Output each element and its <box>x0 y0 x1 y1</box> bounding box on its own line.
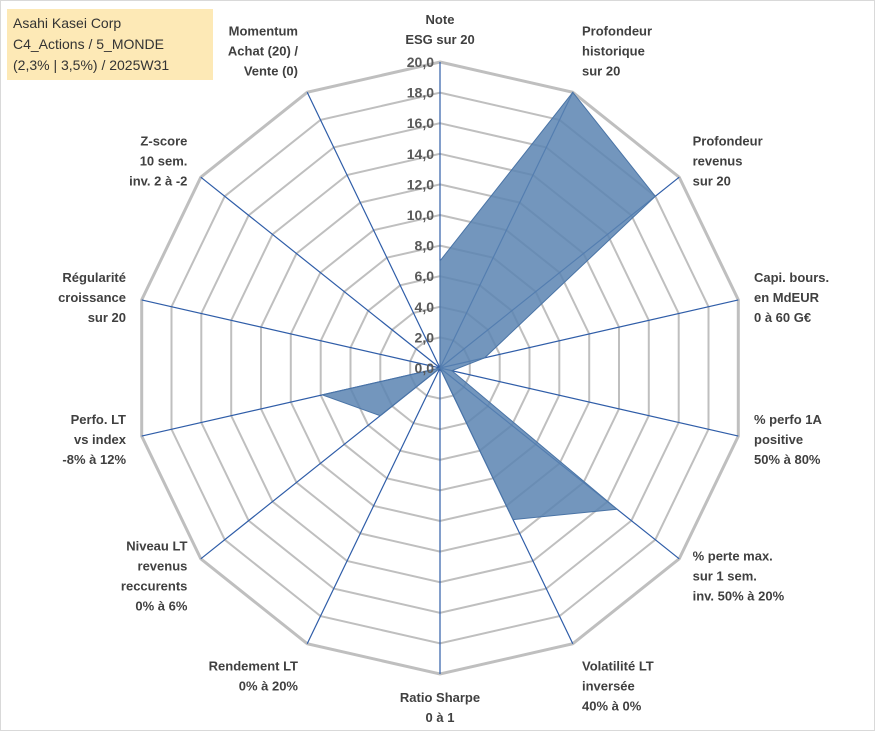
axis-label-line: sur 20 <box>88 310 126 325</box>
axis-label-line: sur 20 <box>693 174 731 189</box>
axis-label: Ratio Sharpe 0 à 1 <box>400 690 480 725</box>
axis-label-line: Volatilité LT <box>582 659 654 674</box>
axis-label-line: reccurents <box>121 578 187 593</box>
tick-label: 10,0 <box>407 207 434 223</box>
axis-label-line: inv. 2 à -2 <box>129 174 187 189</box>
axis-label-line: inversée <box>582 679 635 694</box>
axis-spoke <box>200 176 441 369</box>
axis-label: Rendement LT 0% à 20% <box>209 659 299 694</box>
axis-label-line: sur 1 sem. <box>693 568 757 583</box>
axis-label: Niveau LT revenus reccurents 0% à 6% <box>121 538 188 613</box>
title-line-3: (2,3% | 3,5%) / 2025W31 <box>13 57 170 73</box>
tick-label: 2,0 <box>415 329 435 345</box>
axis-label-line: % perfo 1A <box>754 412 823 427</box>
axis-spoke <box>439 299 739 369</box>
axis-label-line: ESG sur 20 <box>405 32 474 47</box>
axis-label-line: % perte max. <box>693 548 773 563</box>
tick-label: 12,0 <box>407 176 434 192</box>
axis-label-line: vs index <box>74 432 127 447</box>
axis-label: % perfo 1A positive 50% à 80% <box>754 412 823 467</box>
axis-label-line: 0% à 6% <box>135 598 187 613</box>
axis-label-line: 0% à 20% <box>239 679 299 694</box>
axis-label: Volatilité LT inversée 40% à 0% <box>582 659 654 714</box>
axis-label: Z-score 10 sem. inv. 2 à -2 <box>129 134 187 189</box>
axis-label-line: 10 sem. <box>140 154 188 169</box>
tick-layer: 0,0 2,0 4,0 6,0 8,0 10,0 12,0 14,0 16,0 18,0 20,0 <box>407 54 434 376</box>
tick-label: 6,0 <box>415 268 435 284</box>
axis-label-line: Note <box>426 12 455 27</box>
tick-label: 20,0 <box>407 54 434 70</box>
axis-label-line: 0 à 60 G€ <box>754 310 811 325</box>
axis-label-line: historique <box>582 44 645 59</box>
axis-label-line: positive <box>754 432 803 447</box>
title-line-1: Asahi Kasei Corp <box>13 15 122 31</box>
axis-label-line: Profondeur <box>693 134 763 149</box>
axis-label-line: Régularité <box>62 270 126 285</box>
series-layer <box>320 91 656 521</box>
axis-label: Profondeur revenus sur 20 <box>693 134 763 189</box>
tick-label: 4,0 <box>415 299 435 315</box>
axis-label-line: Rendement LT <box>209 659 298 674</box>
axis-spoke <box>439 367 739 437</box>
axis-label-line: Vente (0) <box>244 64 298 79</box>
axis-label-line: inv. 50% à 20% <box>693 588 785 603</box>
axis-label-line: -8% à 12% <box>62 452 126 467</box>
axis-label: % perte max. sur 1 sem. inv. 50% à 20% <box>693 548 785 603</box>
tick-label: 0,0 <box>415 360 435 376</box>
axis-spoke <box>141 299 441 369</box>
axis-label-line: 50% à 80% <box>754 452 821 467</box>
axis-label: Momentum Achat (20) / Vente (0) <box>228 24 298 79</box>
axis-label-line: Niveau LT <box>126 538 187 553</box>
axis-label-line: revenus <box>693 154 743 169</box>
title-line-2: C4_Actions / 5_MONDE <box>13 36 164 52</box>
axis-label-line: Z-score <box>140 134 187 149</box>
axis-label: Note ESG sur 20 <box>405 12 474 47</box>
axis-label-line: Perfo. LT <box>71 412 126 427</box>
axis-label-line: 0 à 1 <box>426 710 455 725</box>
chart-title-box: Asahi Kasei Corp C4_Actions / 5_MONDE (2… <box>7 9 213 80</box>
axis-label: Profondeur historique sur 20 <box>582 24 652 79</box>
axis-label-line: Momentum <box>229 24 298 39</box>
axis-label-line: Ratio Sharpe <box>400 690 480 705</box>
series-area <box>320 91 656 521</box>
tick-label: 16,0 <box>407 115 434 131</box>
axis-label-line: en MdEUR <box>754 290 820 305</box>
axis-label-line: croissance <box>58 290 126 305</box>
axis-label-line: 40% à 0% <box>582 699 642 714</box>
axis-label-line: Profondeur <box>582 24 652 39</box>
axis-label-layer: Note ESG sur 20 Profondeur historique sur 20… <box>58 12 829 725</box>
tick-label: 8,0 <box>415 238 435 254</box>
axis-label: Régularité croissance sur 20 <box>58 270 126 325</box>
axis-label: Capi. bours. en MdEUR 0 à 60 G€ <box>754 270 829 325</box>
axis-label-line: Achat (20) / <box>228 44 298 59</box>
axis-label-line: Capi. bours. <box>754 270 829 285</box>
axis-label-line: sur 20 <box>582 64 620 79</box>
axis-label: Perfo. LT vs index -8% à 12% <box>62 412 126 467</box>
tick-label: 18,0 <box>407 85 434 101</box>
axis-spoke <box>306 367 441 644</box>
tick-label: 14,0 <box>407 146 434 162</box>
axis-spoke <box>306 92 441 369</box>
axis-label-line: revenus <box>138 558 188 573</box>
